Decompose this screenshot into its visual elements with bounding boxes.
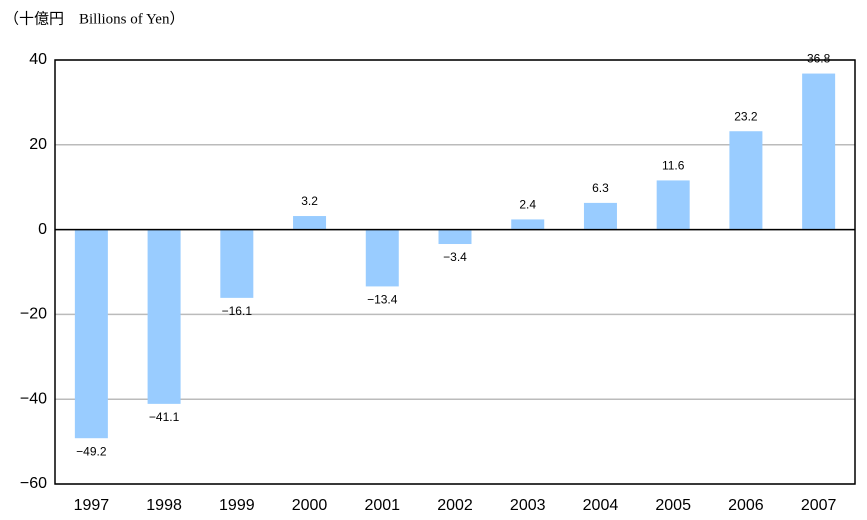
data-label: −16.1 [222, 304, 253, 318]
y-tick-label: −60 [20, 475, 47, 492]
bar [583, 202, 617, 230]
y-tick-label: 40 [29, 51, 47, 68]
data-label: 3.2 [301, 194, 318, 208]
x-tick-label: 2000 [292, 497, 328, 514]
bar [220, 229, 254, 298]
data-label: −3.4 [443, 250, 467, 264]
data-label: −49.2 [76, 444, 107, 458]
data-label: −13.4 [367, 293, 398, 307]
plot-frame [54, 59, 856, 485]
bar [802, 73, 836, 230]
data-label: 23.2 [734, 109, 758, 123]
y-tick-label: 0 [38, 221, 47, 238]
x-tick-label: 2005 [655, 497, 691, 514]
data-label: 2.4 [519, 198, 536, 212]
bar [365, 229, 399, 287]
x-tick-label: 1997 [74, 497, 110, 514]
x-tick-label: 1998 [146, 497, 182, 514]
x-tick-label: 2001 [364, 497, 400, 514]
x-tick-label: 2004 [583, 497, 619, 514]
y-tick-label: 20 [29, 136, 47, 153]
x-tick-label: 2003 [510, 497, 546, 514]
x-tick-label: 2007 [801, 497, 837, 514]
data-label: 36.8 [807, 52, 831, 66]
bar [656, 180, 690, 230]
bar [147, 229, 181, 404]
bar [293, 216, 327, 230]
x-tick-label: 2002 [437, 497, 473, 514]
data-label: 6.3 [592, 181, 609, 195]
x-tick-label: 1999 [219, 497, 255, 514]
bar [438, 229, 472, 245]
y-tick-label: −40 [20, 390, 47, 407]
bar [729, 131, 763, 230]
x-tick-label: 2006 [728, 497, 764, 514]
data-label: −41.1 [149, 410, 180, 424]
bar [74, 229, 108, 439]
chart-title: （十億円 Billions of Yen） [4, 10, 184, 27]
data-label: 11.6 [662, 159, 685, 173]
y-tick-label: −20 [20, 306, 47, 323]
bar [511, 219, 545, 230]
